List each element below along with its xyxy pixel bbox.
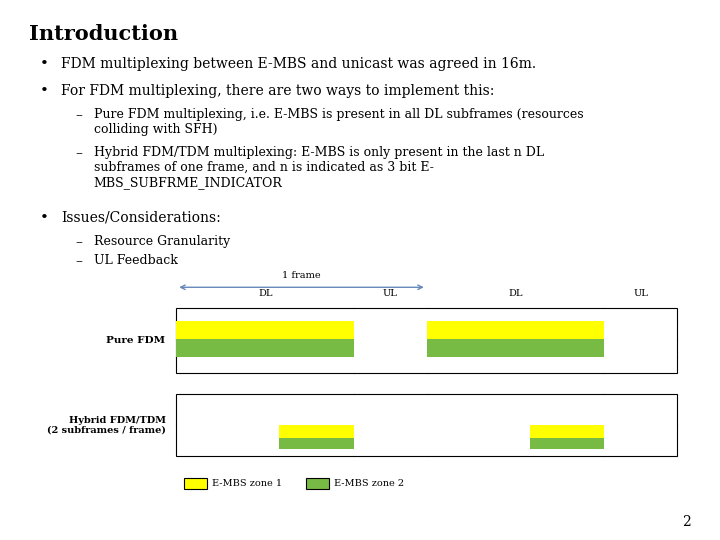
Text: Introduction: Introduction <box>29 24 178 44</box>
Text: UL: UL <box>383 289 397 298</box>
Text: Pure FDM: Pure FDM <box>107 336 166 345</box>
Text: For FDM multiplexing, there are two ways to implement this:: For FDM multiplexing, there are two ways… <box>61 84 495 98</box>
Text: Pure FDM multiplexing, i.e. E-MBS is present in all DL subframes (resources
coll: Pure FDM multiplexing, i.e. E-MBS is pre… <box>94 108 583 136</box>
Text: E-MBS zone 1: E-MBS zone 1 <box>212 479 282 488</box>
Text: Issues/Considerations:: Issues/Considerations: <box>61 211 221 225</box>
Text: •: • <box>40 211 48 225</box>
Text: –: – <box>76 254 83 268</box>
Text: –: – <box>76 108 83 122</box>
Text: UL Feedback: UL Feedback <box>94 254 177 267</box>
Text: DL: DL <box>508 289 523 298</box>
Text: –: – <box>76 235 83 249</box>
Text: •: • <box>40 84 48 98</box>
Text: UL: UL <box>633 289 648 298</box>
Text: DL: DL <box>258 289 272 298</box>
Text: 1 frame: 1 frame <box>282 271 321 280</box>
Text: FDM multiplexing between E-MBS and unicast was agreed in 16m.: FDM multiplexing between E-MBS and unica… <box>61 57 536 71</box>
Text: Hybrid FDM/TDM
(2 subframes / frame): Hybrid FDM/TDM (2 subframes / frame) <box>47 416 166 435</box>
Text: Resource Granularity: Resource Granularity <box>94 235 230 248</box>
Text: Hybrid FDM/TDM multiplexing: E-MBS is only present in the last n DL
subframes of: Hybrid FDM/TDM multiplexing: E-MBS is on… <box>94 146 544 189</box>
Text: 2: 2 <box>683 515 691 529</box>
Text: E-MBS zone 2: E-MBS zone 2 <box>334 479 404 488</box>
Text: •: • <box>40 57 48 71</box>
Text: –: – <box>76 146 83 160</box>
